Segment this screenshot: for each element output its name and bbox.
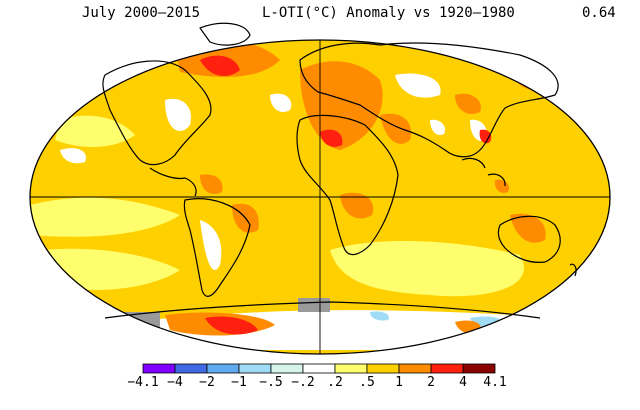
map-title: L-OTI(°C) Anomaly vs 1920–1980 [262, 5, 515, 21]
legend-swatch [398, 363, 432, 374]
legend-swatch [142, 363, 176, 374]
global-mean-value: 0.64 [582, 5, 616, 21]
legend-tick-label: 4 [459, 375, 467, 390]
legend-swatch [366, 363, 400, 374]
legend-tick-label: 4.1 [483, 375, 506, 390]
legend-tick-label: .2 [327, 375, 343, 390]
legend-tick-label: −4.1 [127, 375, 158, 390]
legend-tick-label: 1 [395, 375, 403, 390]
legend-tick-label: −1 [231, 375, 247, 390]
legend-swatch [238, 363, 272, 374]
legend-tick-label: 2 [427, 375, 435, 390]
legend-tick-label: −.5 [259, 375, 282, 390]
legend-swatch [334, 363, 368, 374]
map-border [29, 39, 611, 355]
legend-tick-label: −4 [167, 375, 183, 390]
map-period-label: July 2000–2015 [82, 5, 201, 21]
legend-swatch [302, 363, 336, 374]
legend-swatch [174, 363, 208, 374]
legend-tick-label: −.2 [291, 375, 314, 390]
legend-swatch [462, 363, 496, 374]
coastlines [102, 22, 577, 319]
legend-tick-label: −2 [199, 375, 215, 390]
legend-swatch [206, 363, 240, 374]
legend-swatch [430, 363, 464, 374]
legend-tick-label: .5 [359, 375, 375, 390]
legend-swatch [270, 363, 304, 374]
